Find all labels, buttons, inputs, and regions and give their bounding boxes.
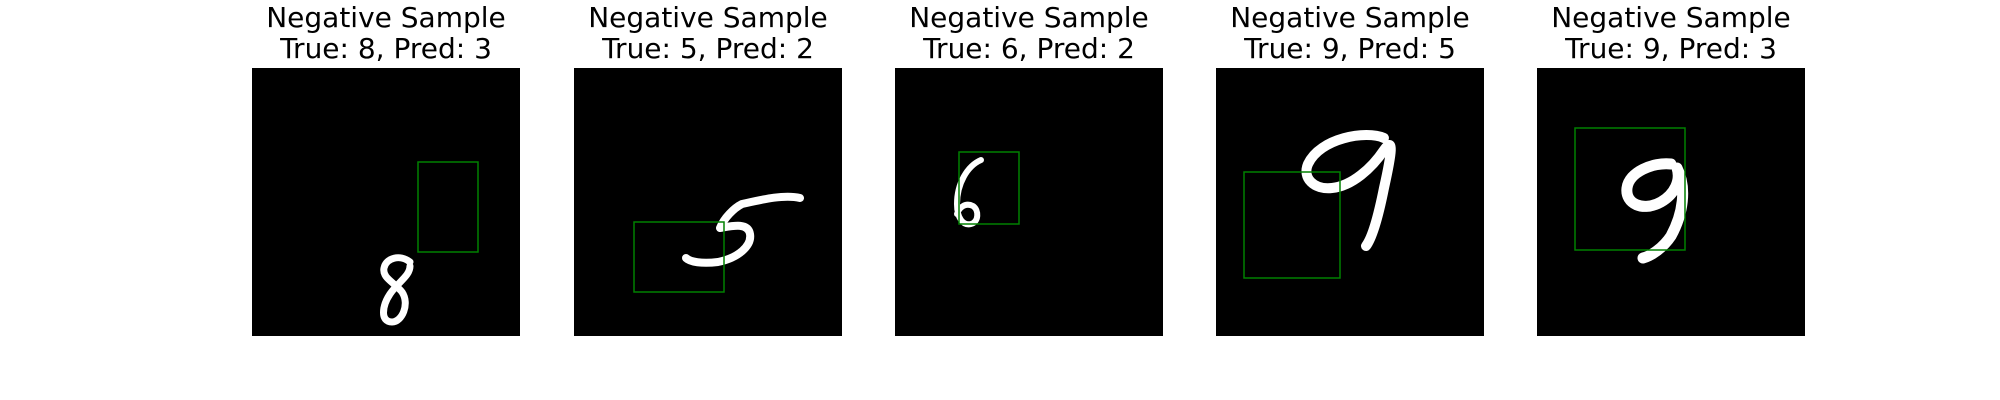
digit-image: [1216, 68, 1484, 336]
panel-title-block: Negative Sample True: 5, Pred: 2: [534, 2, 882, 64]
sample-panel: Negative Sample True: 5, Pred: 2: [574, 0, 842, 340]
digit-glyph: [380, 254, 414, 326]
panel-subtitle: True: 9, Pred: 3: [1565, 32, 1777, 65]
panel-title-block: Negative Sample True: 9, Pred: 5: [1176, 2, 1524, 64]
image-background: [895, 68, 1163, 336]
panel-title: Negative Sample: [1551, 1, 1791, 34]
digit-glyph: [1301, 130, 1396, 251]
digit-glyph: [682, 192, 804, 267]
panel-title-block: Negative Sample True: 6, Pred: 2: [855, 2, 1203, 64]
sample-panel: Negative Sample True: 9, Pred: 5: [1216, 0, 1484, 340]
panel-title: Negative Sample: [588, 1, 828, 34]
panel-title: Negative Sample: [1230, 1, 1470, 34]
image-background: [1537, 68, 1805, 336]
image-background: [1216, 68, 1484, 336]
panel-subtitle: True: 6, Pred: 2: [923, 32, 1135, 65]
sample-panel: Negative Sample True: 8, Pred: 3: [252, 0, 520, 340]
sample-panel: Negative Sample True: 9, Pred: 3: [1537, 0, 1805, 340]
panel-title: Negative Sample: [266, 1, 506, 34]
digit-image: [1537, 68, 1805, 336]
bounding-box: [1574, 127, 1686, 251]
image-background: [252, 68, 520, 336]
panel-title-block: Negative Sample True: 9, Pred: 3: [1497, 2, 1845, 64]
bounding-box: [417, 161, 479, 253]
bounding-box: [633, 221, 725, 293]
digit-glyph: [1621, 158, 1689, 264]
bounding-box: [1243, 171, 1341, 279]
panel-subtitle: True: 9, Pred: 5: [1244, 32, 1456, 65]
image-background: [574, 68, 842, 336]
digit-image: [252, 68, 520, 336]
bounding-box: [958, 151, 1020, 225]
panel-title: Negative Sample: [909, 1, 1149, 34]
panel-subtitle: True: 8, Pred: 3: [280, 32, 492, 65]
panel-title-block: Negative Sample True: 8, Pred: 3: [212, 2, 560, 64]
sample-panel: Negative Sample True: 6, Pred: 2: [895, 0, 1163, 340]
digit-image: [895, 68, 1163, 336]
panel-subtitle: True: 5, Pred: 2: [602, 32, 814, 65]
digit-image: [574, 68, 842, 336]
